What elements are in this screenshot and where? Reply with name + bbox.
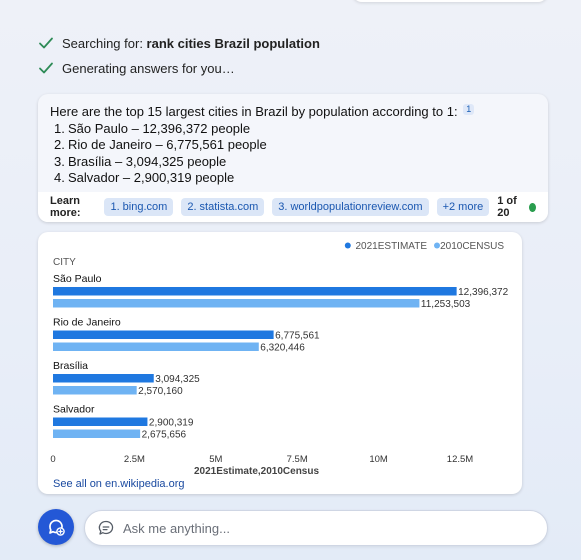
data-label: 3,094,325	[155, 374, 200, 385]
source-link-bing[interactable]: 1. bing.com	[104, 198, 174, 216]
bar-2021estimate	[53, 287, 457, 296]
x-tick-label: 10M	[369, 454, 388, 465]
legend-swatch	[344, 242, 351, 249]
chart-card: 2010CENSUS 2021ESTIMATE CITY São Paulo 12,39…	[38, 232, 522, 494]
category-label: Rio de Janeiro	[53, 317, 121, 329]
legend-swatch	[434, 242, 440, 249]
chat-bubble-plus-icon	[49, 519, 65, 536]
bar-2010census	[53, 342, 259, 351]
response-pager: 1 of 20	[497, 195, 536, 219]
answer-intro: Here are the top 15 largest cities in Br…	[50, 104, 536, 121]
data-label: 2,675,656	[142, 430, 187, 441]
bar-2021estimate	[53, 417, 148, 426]
source-link-statista[interactable]: 2. statista.com	[181, 198, 265, 216]
bar-2010census	[53, 299, 420, 308]
checkmark-icon	[39, 62, 53, 74]
bar-2021estimate	[53, 330, 274, 339]
data-label: 6,320,446	[260, 343, 305, 354]
bar-2010census	[53, 429, 141, 438]
category-label: Brasília	[53, 360, 88, 372]
category-label: São Paulo	[53, 273, 102, 285]
source-link-worldpopulationreview[interactable]: 3. worldpopulationreview.com	[272, 198, 429, 216]
searching-query: rank cities Brazil population	[146, 35, 320, 51]
population-bar-chart: 2010CENSUS 2021ESTIMATE CITY São Paulo 12,39…	[50, 241, 508, 477]
status-searching: Searching for: rank cities Brazil popula…	[38, 35, 320, 51]
list-item: 1. São Paulo – 12,396,372 people	[54, 120, 251, 136]
category-header: CITY	[53, 257, 76, 268]
checkmark-icon	[39, 37, 53, 49]
status-dot-icon	[529, 202, 536, 212]
legend-label: 2021ESTIMATE	[355, 241, 427, 252]
data-label: 11,253,503	[421, 299, 471, 310]
x-tick-label: 2.5M	[124, 454, 145, 465]
chat-icon	[98, 520, 114, 535]
new-topic-button[interactable]	[38, 509, 74, 545]
answer-list: 1. São Paulo – 12,396,372 people 2. Rio de…	[50, 121, 536, 187]
list-item: 2. Rio de Janeiro – 6,775,561 people	[54, 137, 267, 152]
wikipedia-link[interactable]: See all on en.wikipedia.org	[53, 478, 185, 490]
searching-prefix: Searching for:	[62, 35, 147, 51]
x-tick-label: 5M	[209, 454, 222, 465]
ask-input[interactable]	[123, 520, 523, 536]
data-label: 2,570,160	[138, 386, 183, 397]
x-tick-label: 0	[50, 454, 55, 465]
answer-intro-text: Here are the top 15 largest cities in Br…	[50, 104, 458, 119]
learn-more-label: Learn more:	[50, 195, 81, 219]
list-item: 4. Salvador – 2,900,319 people	[54, 170, 235, 185]
bar-2021estimate	[53, 374, 154, 383]
answer-card: Here are the top 15 largest cities in Br…	[38, 94, 548, 222]
x-axis-label: 2021Estimate,2010Census	[194, 466, 320, 477]
list-item: 3. Brasília – 3,094,325 people	[54, 153, 227, 169]
category-label: Salvador	[53, 404, 95, 416]
generating-text: Generating answers for you…	[62, 60, 235, 76]
x-tick-label: 12.5M	[447, 454, 473, 465]
bar-2010census	[53, 386, 137, 395]
ask-box[interactable]	[84, 510, 548, 546]
previous-message-edge	[352, 0, 548, 2]
more-sources-button[interactable]: +2 more	[436, 198, 490, 216]
citation-marker[interactable]: 1	[463, 104, 475, 115]
x-tick-label: 7.5M	[287, 454, 308, 465]
learn-more-bar: Learn more: 1. bing.com 2. statista.com …	[38, 192, 548, 222]
data-label: 12,396,372	[458, 287, 508, 298]
data-label: 6,775,561	[275, 331, 320, 342]
data-label: 2,900,319	[149, 418, 194, 429]
pager-count: 1 of 20	[497, 195, 517, 219]
legend-label: 2010CENSUS	[440, 241, 504, 252]
answer-body: Here are the top 15 largest cities in Br…	[38, 94, 548, 187]
status-generating: Generating answers for you…	[38, 60, 235, 76]
